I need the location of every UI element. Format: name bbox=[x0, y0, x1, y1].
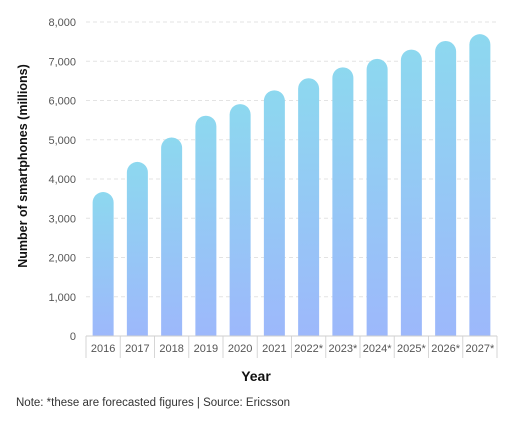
bar-2016 bbox=[92, 192, 114, 336]
x-tick-label: 2025* bbox=[397, 343, 426, 355]
x-axis-title: Year bbox=[241, 368, 271, 384]
bar-2027 bbox=[469, 34, 491, 336]
x-tick-label: 2018 bbox=[159, 343, 183, 355]
x-tick-label: 2023* bbox=[328, 343, 357, 355]
x-tick-label: 2021 bbox=[262, 343, 286, 355]
bar-2017 bbox=[126, 161, 148, 336]
y-tick-label: 4,000 bbox=[48, 174, 76, 186]
x-tick-label: 2022* bbox=[294, 343, 323, 355]
y-axis-ticks: 0 1,000 2,000 3,000 4,000 5,000 6,000 7,000 8,00… bbox=[48, 17, 76, 343]
y-tick-label: 3,000 bbox=[48, 213, 76, 225]
bar-2026 bbox=[435, 40, 457, 336]
y-tick-label: 1,000 bbox=[48, 292, 76, 304]
y-tick-label: 5,000 bbox=[48, 135, 76, 147]
bar-2020 bbox=[229, 104, 251, 336]
y-tick-label: 0 bbox=[70, 331, 76, 343]
x-tick-label: 2019 bbox=[194, 343, 218, 355]
y-tick-label: 7,000 bbox=[48, 56, 76, 68]
y-tick-label: 8,000 bbox=[48, 17, 76, 29]
chart-note: Note: *these are forecasted figures | So… bbox=[16, 397, 291, 409]
y-tick-label: 2,000 bbox=[48, 253, 76, 265]
x-axis-ticks: 2016 2017 2018 2019 2020 2021 2022* 2023* 2024* 2… bbox=[85, 336, 498, 358]
gridlines bbox=[86, 21, 497, 298]
y-tick-label: 6,000 bbox=[48, 96, 76, 108]
bar-2018 bbox=[161, 137, 183, 336]
x-tick-label: 2017 bbox=[125, 343, 149, 355]
x-tick-label: 2020 bbox=[228, 343, 252, 355]
bar-2024 bbox=[366, 58, 388, 337]
x-tick-label: 2027* bbox=[465, 343, 494, 355]
x-tick-label: 2026* bbox=[431, 343, 460, 355]
bars bbox=[92, 34, 491, 337]
bar-2021 bbox=[263, 90, 285, 336]
bar-2019 bbox=[195, 115, 217, 336]
bar-2022 bbox=[298, 78, 320, 337]
x-tick-label: 2016 bbox=[91, 343, 115, 355]
y-axis-title: Number of smartphones (millions) bbox=[16, 64, 30, 268]
bar-2023 bbox=[332, 67, 354, 337]
bar-2025 bbox=[400, 49, 422, 337]
x-tick-label: 2024* bbox=[363, 343, 392, 355]
